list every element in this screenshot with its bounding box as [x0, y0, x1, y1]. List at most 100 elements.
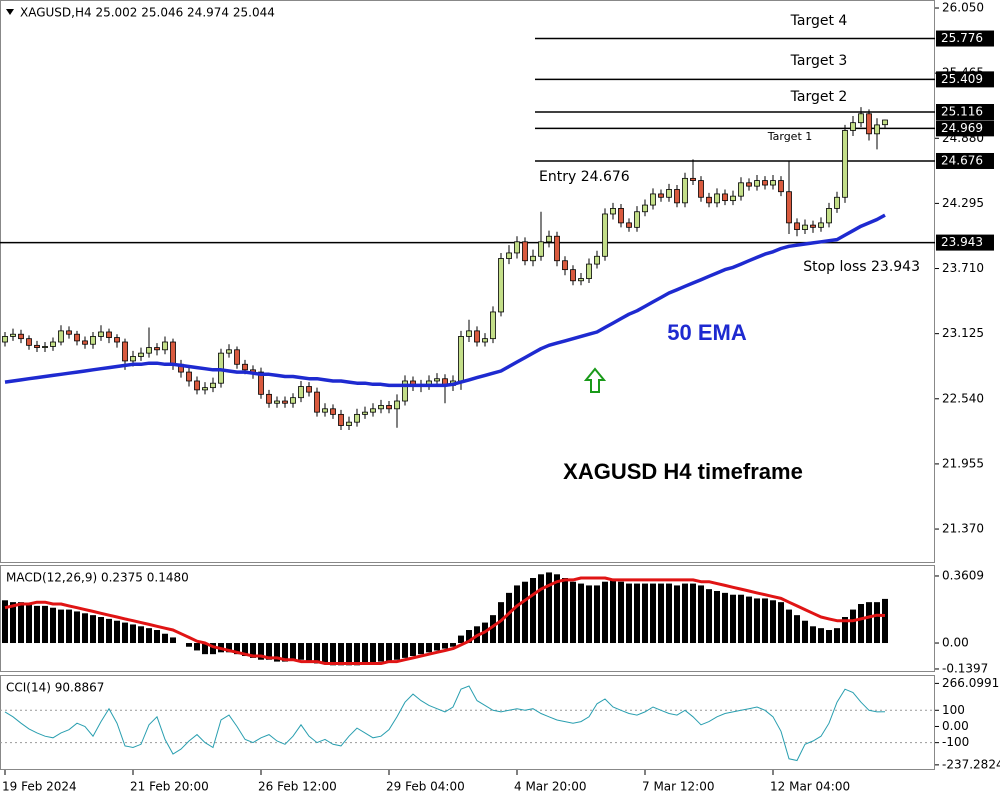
- macd-bar: [778, 602, 784, 644]
- candle-body: [314, 391, 320, 413]
- macd-bar: [554, 574, 560, 644]
- candle-body: [2, 336, 8, 343]
- macd-bar: [618, 581, 624, 644]
- candle-body: [578, 278, 584, 282]
- macd-bar: [162, 633, 168, 644]
- annotation: Stop loss 23.943: [803, 259, 920, 275]
- x-tick-label: 29 Feb 04:00: [386, 780, 465, 794]
- macd-bar: [98, 617, 104, 644]
- level-label: 24.969: [941, 121, 983, 135]
- cci-line: [4, 685, 886, 762]
- macd-bar: [602, 581, 608, 644]
- level-label: 24.676: [941, 153, 983, 167]
- macd-bar: [138, 626, 144, 644]
- macd-bar: [250, 643, 256, 658]
- candle-body: [202, 387, 208, 391]
- macd-bar: [450, 643, 456, 647]
- candle-body: [34, 344, 40, 348]
- menu-triangle[interactable]: [6, 9, 14, 15]
- macd-bar: [610, 579, 616, 644]
- annotation: Entry 24.676: [539, 169, 630, 185]
- macd-bar: [26, 604, 32, 644]
- macd-bar: [834, 628, 840, 644]
- y-tick-label: 26.050: [942, 1, 984, 15]
- macd-bar: [754, 598, 760, 644]
- macd-bar: [738, 594, 744, 644]
- macd-bar: [570, 581, 576, 644]
- candle-body: [850, 122, 856, 131]
- candle-body: [706, 196, 712, 204]
- candle-body: [842, 130, 848, 198]
- ema-line: [4, 213, 886, 388]
- level-box: [936, 234, 994, 251]
- annotation: Target 4: [790, 13, 848, 29]
- level-box: [936, 71, 994, 88]
- candle-body: [370, 408, 376, 413]
- candle-body: [602, 213, 608, 257]
- macd-bar: [770, 600, 776, 644]
- macd-bar: [642, 583, 648, 644]
- candle-body: [330, 408, 336, 415]
- candle-body: [778, 180, 784, 193]
- macd-bar: [466, 630, 472, 644]
- y-tick-label: 100: [942, 703, 965, 717]
- candle-body: [82, 340, 88, 345]
- candle-body: [682, 177, 688, 204]
- candle-body: [874, 124, 880, 135]
- macd-bar: [306, 643, 312, 662]
- candle-body: [690, 177, 696, 181]
- macd-bar: [426, 643, 432, 653]
- macd-bar: [794, 615, 800, 644]
- macd-bar: [314, 643, 320, 664]
- macd-bar: [410, 643, 416, 657]
- candle-body: [386, 405, 392, 410]
- macd-bar: [338, 643, 344, 666]
- candle-body: [522, 241, 528, 262]
- candle-body: [506, 252, 512, 259]
- candle-body: [146, 347, 152, 354]
- candle-body: [698, 180, 704, 198]
- macd-bar: [346, 643, 352, 666]
- macd-bar: [714, 591, 720, 644]
- candle-body: [634, 211, 640, 228]
- macd-bar: [674, 585, 680, 644]
- macd-bar: [50, 607, 56, 644]
- macd-bar: [74, 611, 80, 644]
- candle-body: [74, 333, 80, 342]
- candle-body: [530, 255, 536, 262]
- macd-bar: [818, 628, 824, 644]
- candle-body: [186, 371, 192, 382]
- macd-bar: [210, 643, 216, 655]
- candle-body: [242, 363, 248, 371]
- macd-bar: [282, 643, 288, 662]
- candle-body: [114, 337, 120, 343]
- candle-body: [618, 208, 624, 224]
- y-tick-label: 22.540: [942, 391, 984, 405]
- macd-bar: [10, 602, 16, 644]
- macd-bar: [146, 628, 152, 644]
- macd-bar: [730, 594, 736, 644]
- candle-body: [474, 330, 480, 343]
- candle-body: [210, 382, 216, 389]
- candle-body: [266, 393, 272, 404]
- macd-bar: [858, 604, 864, 644]
- macd-bar: [786, 609, 792, 644]
- candle-body: [130, 356, 136, 362]
- macd-bar: [802, 620, 808, 644]
- macd-bar: [634, 583, 640, 644]
- candle-body: [306, 386, 312, 393]
- candle-body: [738, 182, 744, 197]
- macd-bar: [378, 643, 384, 662]
- macd-bar: [578, 583, 584, 644]
- macd-bar: [658, 583, 664, 644]
- macd-bar: [66, 609, 72, 644]
- macd-bar: [242, 643, 248, 657]
- macd-bar: [866, 602, 872, 644]
- candle-body: [650, 193, 656, 206]
- candle-body: [786, 191, 792, 224]
- macd-bar: [114, 620, 120, 644]
- candle-body: [546, 235, 552, 243]
- candle-body: [10, 333, 16, 337]
- candle-body: [746, 182, 752, 187]
- macd-bar: [826, 630, 832, 644]
